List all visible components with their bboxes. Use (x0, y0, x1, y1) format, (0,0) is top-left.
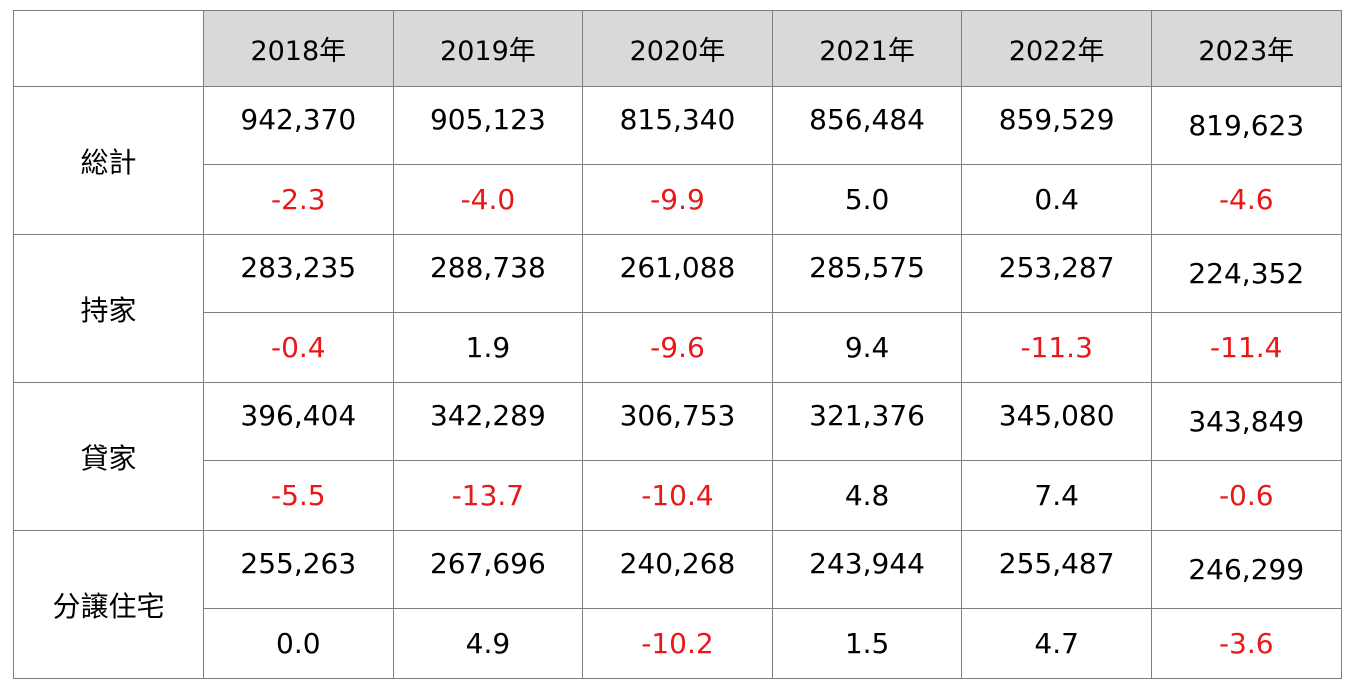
row-label-owner-occupied: 持家 (13, 234, 204, 383)
total-value-cell: 224,352 (1150, 234, 1342, 313)
total-value-cell: 267,696 (392, 530, 584, 609)
change-value-cell: -13.7 (392, 460, 584, 531)
change-value-cell: -5.5 (203, 460, 394, 531)
change-value-cell: 7.4 (961, 460, 1152, 531)
change-value-cell: 4.9 (392, 608, 584, 679)
change-value-cell: -2.3 (203, 164, 394, 235)
total-value-cell: 283,235 (203, 234, 394, 313)
header-year-2023: 2023年 (1150, 10, 1342, 87)
change-value-cell: 5.0 (771, 164, 963, 235)
header-year-2019: 2019年 (392, 10, 584, 87)
total-value-cell: 856,484 (771, 86, 963, 165)
total-value-cell: 343,849 (1150, 382, 1342, 461)
table-row: -0.4 1.9 -9.6 9.4 -11.3 -11.4 (14, 312, 1342, 383)
header-year-2022: 2022年 (961, 10, 1152, 87)
change-value-cell: -4.0 (392, 164, 584, 235)
change-value-cell: -9.9 (582, 164, 773, 235)
change-value-cell: 0.0 (203, 608, 394, 679)
total-value-cell: 815,340 (582, 86, 773, 165)
total-value-cell: 942,370 (203, 86, 394, 165)
change-value-cell: -3.6 (1150, 608, 1342, 679)
change-value-cell: 9.4 (771, 312, 963, 383)
change-value-cell: -9.6 (582, 312, 773, 383)
header-row: 2018年 2019年 2020年 2021年 2022年 2023年 (13, 10, 1342, 87)
change-value-cell: 4.8 (771, 460, 963, 531)
change-value-cell: 1.5 (771, 608, 963, 679)
header-year-2018: 2018年 (203, 10, 394, 87)
change-value-cell: -0.6 (1150, 460, 1342, 531)
table-row: 貸家 396,404 342,289 306,753 321,376 345,0… (13, 382, 1342, 531)
table-row: 総計 942,370 905,123 815,340 856,484 859,5… (13, 86, 1342, 235)
total-value-cell: 255,263 (203, 530, 394, 609)
header-year-2020: 2020年 (582, 10, 773, 87)
row-label-for-sale-housing: 分譲住宅 (13, 530, 204, 679)
change-value-cell: 0.4 (961, 164, 1152, 235)
total-value-cell: 396,404 (203, 382, 394, 461)
total-value-cell: 261,088 (582, 234, 773, 313)
housing-starts-table: 2018年 2019年 2020年 2021年 2022年 2023年 総計 9… (13, 10, 1342, 679)
total-value-cell: 819,623 (1150, 86, 1342, 165)
change-value-cell: -0.4 (203, 312, 394, 383)
total-value-cell: 285,575 (771, 234, 963, 313)
change-value-cell: -11.4 (1150, 312, 1342, 383)
change-value-cell: -10.2 (582, 608, 773, 679)
table-row: 分譲住宅 255,263 267,696 240,268 243,944 255… (13, 530, 1342, 679)
total-value-cell: 240,268 (582, 530, 773, 609)
table-row: -2.3 -4.0 -9.9 5.0 0.4 -4.6 (14, 164, 1342, 235)
change-value-cell: 1.9 (392, 312, 584, 383)
change-value-cell: -4.6 (1150, 164, 1342, 235)
total-value-cell: 306,753 (582, 382, 773, 461)
total-value-cell: 255,487 (961, 530, 1152, 609)
change-value-cell: -11.3 (961, 312, 1152, 383)
header-year-2021: 2021年 (771, 10, 963, 87)
total-value-cell: 345,080 (961, 382, 1152, 461)
total-value-cell: 859,529 (961, 86, 1152, 165)
table-row: -5.5 -13.7 -10.4 4.8 7.4 -0.6 (14, 460, 1342, 531)
change-value-cell: 4.7 (961, 608, 1152, 679)
table-row: 持家 283,235 288,738 261,088 285,575 253,2… (13, 234, 1342, 383)
total-value-cell: 342,289 (392, 382, 584, 461)
change-value-cell: -10.4 (582, 460, 773, 531)
table-row: 0.0 4.9 -10.2 1.5 4.7 -3.6 (14, 608, 1342, 679)
total-value-cell: 246,299 (1150, 530, 1342, 609)
total-value-cell: 321,376 (771, 382, 963, 461)
total-value-cell: 288,738 (392, 234, 584, 313)
total-value-cell: 253,287 (961, 234, 1152, 313)
total-value-cell: 243,944 (771, 530, 963, 609)
total-value-cell: 905,123 (392, 86, 584, 165)
header-corner-cell (13, 10, 204, 87)
row-label-rental: 貸家 (13, 382, 204, 531)
row-label-total: 総計 (13, 86, 204, 235)
